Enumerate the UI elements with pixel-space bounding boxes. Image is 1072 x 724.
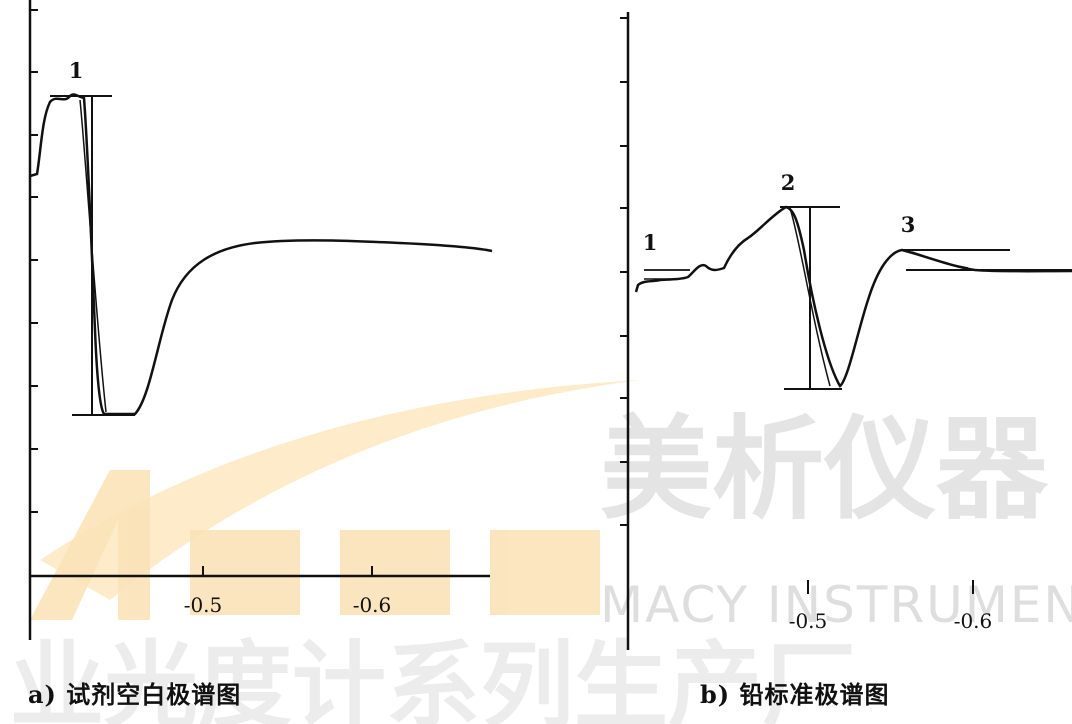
panel-a-y-ticks bbox=[30, 9, 38, 513]
panel-a-x-tick-label: -0.5 bbox=[184, 593, 223, 617]
watermark: 美析仪器 MACY INSTRUMENT 业光度计系列生产厂 bbox=[10, 380, 1072, 724]
panel-a-caption: a) 试剂空白极谱图 bbox=[28, 680, 242, 709]
panel-a-x-ticks bbox=[202, 566, 373, 576]
panel-b-peak-label-3: 3 bbox=[901, 212, 916, 237]
panel-b-x-tick-label: -0.5 bbox=[789, 609, 828, 633]
panel-a-x-tick-label: -0.6 bbox=[353, 593, 392, 617]
panel-b-decay-curve bbox=[789, 207, 831, 387]
panel-b-caption: b) 铅标准极谱图 bbox=[700, 680, 890, 709]
panel-b-polarogram-curve bbox=[634, 205, 1072, 388]
watermark-en: MACY INSTRUMENT bbox=[600, 576, 1072, 634]
panel-a-polarogram-curve bbox=[29, 93, 493, 416]
panel-b: -0.5 -0.6 1 2 3 bbox=[620, 12, 1072, 650]
panel-b-x-ticks bbox=[807, 580, 974, 594]
panel-b-y-ticks bbox=[620, 17, 628, 526]
watermark-slogan: 业光度计系列生产厂 bbox=[10, 632, 856, 724]
watermark-cn: 美析仪器 bbox=[600, 405, 1049, 535]
panel-b-peak-label-1: 1 bbox=[643, 230, 658, 255]
panel-a: -0.5 -0.6 1 bbox=[28, 0, 493, 640]
panel-b-decay-curve-3 bbox=[911, 251, 969, 269]
panel-b-x-tick-label: -0.6 bbox=[954, 609, 993, 633]
panel-b-peak-label-2: 2 bbox=[781, 170, 796, 195]
watermark-swoosh bbox=[40, 380, 640, 600]
panel-a-peak-label-1: 1 bbox=[69, 58, 84, 83]
watermark-logo bbox=[30, 470, 600, 620]
